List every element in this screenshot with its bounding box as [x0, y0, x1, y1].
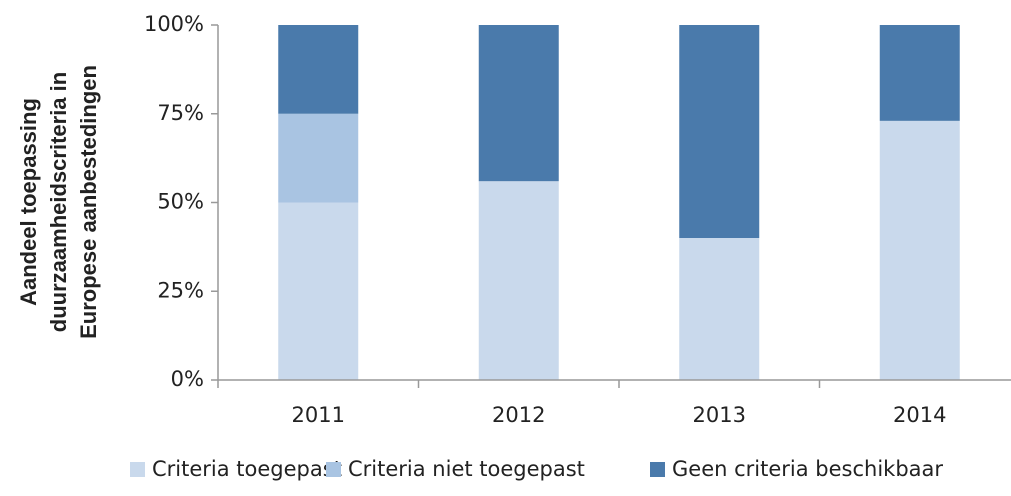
bar-segment [879, 120, 960, 380]
y-tick-label: 25% [157, 278, 204, 302]
bar-segment [879, 25, 960, 121]
bar-segment [679, 238, 760, 380]
y-tick-label: 100% [144, 12, 204, 36]
legend-swatch [326, 462, 341, 477]
y-axis-label-line: Europese aanbestedingen [76, 65, 101, 339]
bar-segment [478, 25, 559, 182]
bar-segment [278, 25, 359, 114]
y-tick-label: 75% [157, 101, 204, 125]
y-tick-label: 0% [171, 367, 204, 391]
legend-label: Criteria toegepast [152, 457, 342, 481]
y-axis-label-line: duurzaamheidscriteria in [46, 72, 71, 332]
y-axis-label: Aandeel toepassing duurzaamheidscriteria… [16, 65, 101, 339]
y-axis-label-line: Aandeel toepassing [16, 98, 41, 306]
bar-segment [278, 113, 359, 203]
legend-label: Geen criteria beschikbaar [672, 457, 943, 481]
x-tick-label: 2014 [893, 403, 946, 427]
y-tick-label: 50% [157, 190, 204, 214]
bar-segment [278, 202, 359, 380]
x-tick-label: 2011 [292, 403, 345, 427]
legend-label: Criteria niet toegepast [348, 457, 585, 481]
legend-swatch [650, 462, 665, 477]
bar-segment [679, 25, 760, 238]
legend-swatch [130, 462, 145, 477]
x-tick-label: 2013 [693, 403, 746, 427]
bar-segment [478, 181, 559, 380]
x-tick-label: 2012 [492, 403, 545, 427]
